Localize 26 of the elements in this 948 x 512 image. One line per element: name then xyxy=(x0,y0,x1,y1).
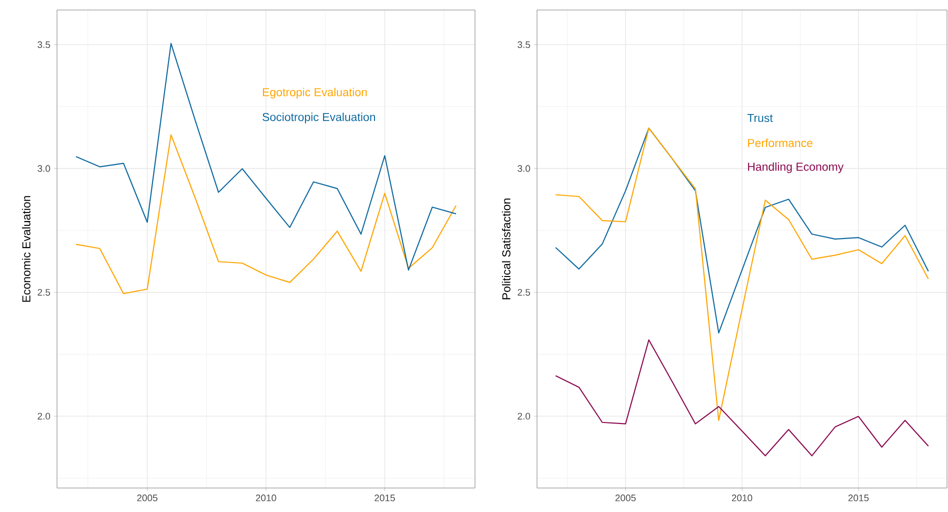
x-tick-label: 2010 xyxy=(732,494,752,502)
line-series xyxy=(555,339,929,456)
y-tick-label: 3.5 xyxy=(518,41,530,48)
line-series xyxy=(75,134,457,294)
line-series xyxy=(75,42,457,271)
y-tick-label: 3.5 xyxy=(38,41,50,48)
y-tick-label: 3.0 xyxy=(38,165,50,172)
y-tick-label: 3.0 xyxy=(518,165,530,172)
text: Handling Economy xyxy=(748,162,844,174)
y-tick-label: 2.5 xyxy=(38,288,50,296)
y-tick-label: 2.0 xyxy=(38,412,50,420)
x-tick-label: 2010 xyxy=(256,494,276,502)
y-axis-title: Economic Evaluation xyxy=(22,196,30,302)
text: Sociotropic Evaluation xyxy=(262,112,376,124)
y-axis-title: Political Satisfaction xyxy=(502,198,510,300)
text: Trust xyxy=(747,114,773,122)
y-tick-label: 2.5 xyxy=(518,288,530,296)
y-tick-label: 2.0 xyxy=(518,412,530,420)
text: Egotropic Evaluation xyxy=(262,88,367,99)
x-tick-label: 2005 xyxy=(615,494,636,502)
x-tick-label: 2015 xyxy=(848,494,869,502)
x-tick-label: 2005 xyxy=(137,494,158,502)
x-tick-label: 2015 xyxy=(374,494,395,502)
text: Performance xyxy=(748,138,812,148)
line-series xyxy=(555,128,929,334)
line-series xyxy=(555,128,929,421)
